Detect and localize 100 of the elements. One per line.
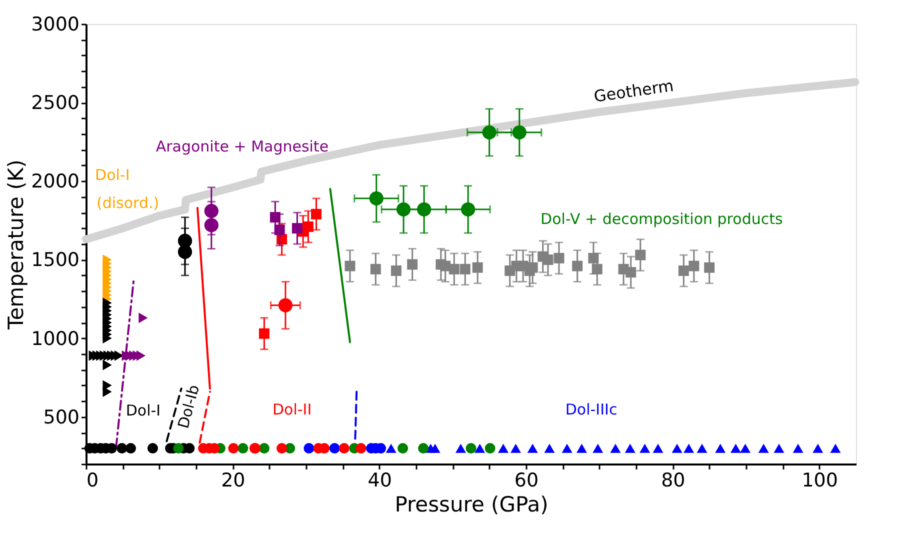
point: [576, 444, 587, 453]
point: [258, 443, 270, 454]
point: [173, 443, 184, 454]
point: [455, 444, 466, 453]
y-axis-title: Temperature (K): [4, 160, 28, 330]
point: [448, 264, 460, 274]
point: [626, 267, 636, 278]
point: [527, 444, 538, 453]
point: [204, 204, 218, 218]
point: [678, 265, 689, 276]
point: [610, 444, 621, 453]
annotation: Dol-IIIc: [565, 400, 618, 418]
point: [554, 252, 564, 264]
point: [338, 443, 350, 454]
y-tick-label: 3000: [31, 14, 80, 36]
point: [407, 259, 418, 270]
annotation: Dol-I: [126, 402, 161, 420]
point: [396, 202, 411, 216]
x-tick-label: 100: [802, 470, 838, 492]
point: [830, 444, 841, 453]
point: [418, 443, 429, 454]
point: [386, 444, 396, 453]
annotation: Aragonite + Magnesite: [156, 138, 329, 156]
x-tick-label: 0: [86, 470, 99, 492]
y-tick-label: 1500: [31, 249, 80, 272]
point: [474, 444, 486, 453]
point: [542, 254, 554, 265]
point: [472, 262, 483, 273]
point: [398, 443, 408, 454]
point: [302, 221, 314, 232]
x-tick-label: 20: [221, 470, 246, 492]
point: [304, 443, 314, 454]
point: [512, 125, 526, 140]
point: [278, 298, 293, 312]
point: [370, 264, 381, 274]
point: [136, 350, 146, 361]
point: [624, 444, 636, 453]
point: [356, 443, 366, 454]
point: [562, 444, 572, 453]
point: [276, 443, 288, 454]
point: [102, 254, 112, 265]
point: [138, 312, 148, 324]
y-tick-label: 2500: [31, 92, 80, 114]
x-axis-title: Pressure (GPa): [394, 492, 548, 516]
point: [758, 444, 769, 453]
point: [652, 444, 664, 453]
point: [258, 328, 270, 339]
point: [704, 262, 715, 273]
x-tick-label: 60: [514, 470, 539, 492]
x-tick-label: 80: [661, 470, 686, 492]
point: [430, 444, 440, 453]
point: [640, 444, 650, 453]
point: [592, 444, 604, 453]
point: [482, 125, 496, 140]
point: [102, 386, 112, 397]
point: [484, 443, 496, 454]
point: [696, 444, 708, 453]
point: [592, 264, 602, 274]
point: [715, 444, 726, 453]
point: [228, 443, 239, 454]
annotation: Dol-Ib: [174, 382, 204, 430]
point: [292, 223, 302, 234]
point: [102, 360, 112, 370]
point: [369, 191, 384, 206]
point: [730, 444, 741, 453]
point: [688, 260, 700, 272]
point: [812, 444, 824, 453]
point: [116, 443, 128, 454]
point: [588, 252, 599, 264]
point: [311, 208, 322, 220]
point: [125, 443, 136, 454]
annotation: (disord.): [96, 194, 160, 212]
point: [740, 444, 751, 453]
annotation: Dol-I: [95, 166, 130, 184]
point: [204, 218, 218, 232]
point: [147, 443, 158, 454]
point: [460, 264, 470, 274]
point: [544, 444, 555, 453]
point: [774, 444, 784, 453]
point: [178, 244, 192, 259]
point: [102, 298, 112, 308]
point: [274, 224, 285, 236]
annotation: Dol-II: [272, 400, 312, 418]
point: [390, 265, 402, 276]
point: [344, 260, 356, 272]
point: [466, 443, 476, 454]
point: [238, 443, 248, 454]
point: [498, 444, 509, 453]
y-tick-label: 2000: [31, 170, 80, 193]
y-tick-label: 500: [43, 406, 80, 428]
point: [672, 444, 682, 453]
point: [416, 202, 432, 216]
point: [527, 262, 538, 273]
point: [792, 444, 804, 453]
y-tick-label: 1000: [31, 328, 80, 350]
point: [572, 260, 583, 272]
point: [510, 444, 521, 453]
x-tick-label: 40: [368, 470, 392, 492]
point: [270, 212, 280, 223]
point: [460, 202, 476, 216]
